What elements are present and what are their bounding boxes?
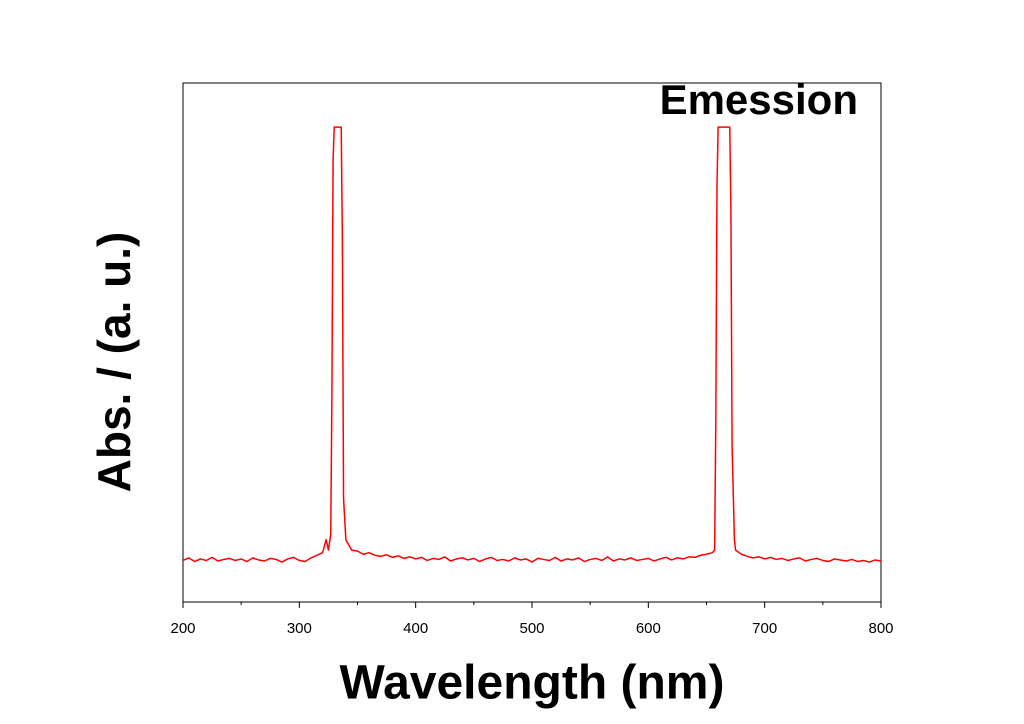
spectrum-line [182, 126, 882, 563]
x-tick-label: 200 [170, 620, 195, 637]
x-tick-label: 300 [287, 620, 312, 637]
x-tick-label: 500 [519, 620, 544, 637]
x-tick-label: 700 [752, 620, 777, 637]
x-tick-label: 600 [636, 620, 661, 637]
x-tick-label: 400 [403, 620, 428, 637]
chart-title: Emession [660, 76, 858, 123]
y-axis-label: Abs. / (a. u.) [88, 232, 140, 493]
x-tick-label: 800 [868, 620, 893, 637]
x-axis-label: Wavelength (nm) [340, 657, 725, 710]
